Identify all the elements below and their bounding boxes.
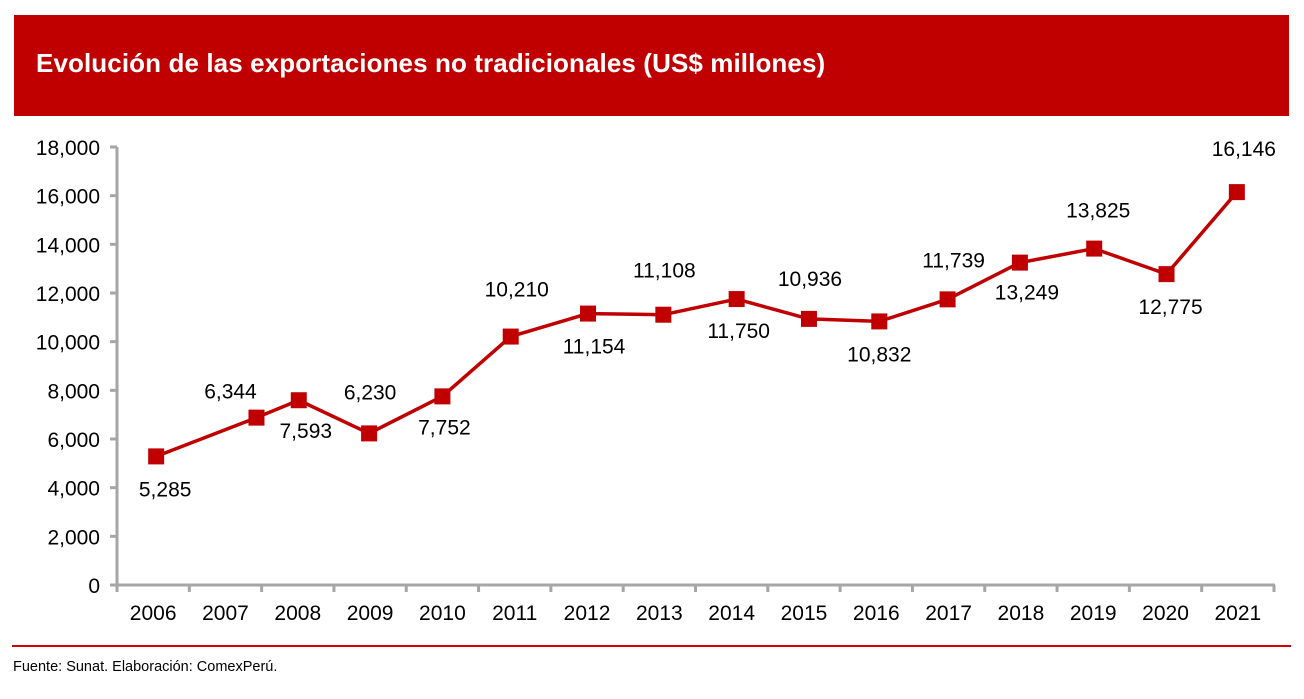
x-tick-label: 2014 xyxy=(708,602,755,625)
x-tick-label: 2019 xyxy=(1070,602,1117,625)
series-line xyxy=(155,190,1239,459)
data-label-2014: 11,750 xyxy=(707,320,770,343)
y-tick-label: 2,000 xyxy=(47,526,100,549)
chart-title: Evolución de las exportaciones no tradic… xyxy=(36,48,826,78)
x-axis: 2006 2007 2008 2009 2010 2011 2012 2013 2014 2015… xyxy=(110,583,1276,625)
data-label-2013: 11,108 xyxy=(633,260,696,283)
x-tick-label: 2020 xyxy=(1142,602,1189,625)
data-label-2008: 7,593 xyxy=(280,420,333,443)
x-tick-label: 2006 xyxy=(130,602,177,625)
x-tick-label: 2009 xyxy=(347,602,394,625)
x-tick-label: 2010 xyxy=(419,602,466,625)
data-point-marker-2018 xyxy=(1011,254,1028,271)
data-label-2011: 10,210 xyxy=(485,279,549,302)
x-tick-label: 2021 xyxy=(1214,602,1261,625)
data-point-marker-2011 xyxy=(502,328,519,345)
data-point-marker-2010 xyxy=(434,388,451,405)
y-tick-label: 8,000 xyxy=(47,380,100,403)
data-label-2018: 13,249 xyxy=(995,282,1059,305)
data-point-marker-2009 xyxy=(361,425,378,442)
data-label-2006: 5,285 xyxy=(139,478,192,501)
x-tick-label: 2018 xyxy=(998,602,1045,625)
data-label-2010: 7,752 xyxy=(418,416,471,439)
x-tick-label: 2011 xyxy=(492,602,537,625)
data-point-marker-2014 xyxy=(728,291,745,308)
data-point-marker-2020 xyxy=(1158,266,1175,283)
data-point-marker-2015 xyxy=(800,310,817,327)
data-point-marker-2013 xyxy=(655,306,672,323)
x-tick-label: 2012 xyxy=(564,602,611,625)
y-tick-label: 16,000 xyxy=(36,186,100,209)
y-tick-label: 18,000 xyxy=(36,137,100,160)
data-label-2016: 10,832 xyxy=(847,343,911,366)
y-tick-label: 6,000 xyxy=(47,429,100,452)
footer-rule xyxy=(12,645,1291,647)
x-tick-label: 2013 xyxy=(636,602,683,625)
data-label-2021: 16,146 xyxy=(1212,138,1276,161)
y-tick-label: 12,000 xyxy=(36,283,100,306)
x-tick-label: 2016 xyxy=(853,602,900,625)
data-point-marker-2006 xyxy=(148,448,165,465)
data-label-2012: 11,154 xyxy=(563,336,626,359)
data-label-2007: 6,344 xyxy=(204,381,257,404)
data-label-2009: 6,230 xyxy=(344,381,397,404)
chart-header-band: Evolución de las exportaciones no tradic… xyxy=(14,15,1289,116)
data-point-marker-2021 xyxy=(1228,184,1245,201)
data-label-2017: 11,739 xyxy=(922,249,985,272)
y-tick-label: 10,000 xyxy=(36,332,100,355)
y-tick-label: 14,000 xyxy=(36,234,100,257)
data-label-2015: 10,936 xyxy=(778,268,842,291)
series-exportaciones xyxy=(148,184,1245,465)
x-tick-label: 2008 xyxy=(274,602,321,625)
data-point-marker-2008 xyxy=(290,392,307,409)
x-tick-label: 2007 xyxy=(202,602,249,625)
x-tick-label: 2015 xyxy=(781,602,828,625)
y-axis: 0 2,000 4,000 6,000 8,000 10,000 12,000 14,000 1… xyxy=(36,137,119,598)
source-note: Fuente: Sunat. Elaboración: ComexPerú. xyxy=(13,659,278,675)
data-point-marker-2019 xyxy=(1086,240,1103,257)
data-labels: 5,285 6,344 7,593 6,230 7,752 10,210 11,154 11,… xyxy=(139,138,1276,501)
data-label-2020: 12,775 xyxy=(1138,296,1202,319)
data-point-marker-2007 xyxy=(248,409,265,426)
data-point-marker-2012 xyxy=(580,305,597,322)
data-point-marker-2016 xyxy=(871,313,888,330)
y-tick-label: 4,000 xyxy=(47,478,100,501)
data-point-marker-2017 xyxy=(939,291,956,308)
data-label-2019: 13,825 xyxy=(1066,200,1130,223)
x-tick-label: 2017 xyxy=(925,602,972,625)
y-tick-label: 0 xyxy=(88,575,100,598)
